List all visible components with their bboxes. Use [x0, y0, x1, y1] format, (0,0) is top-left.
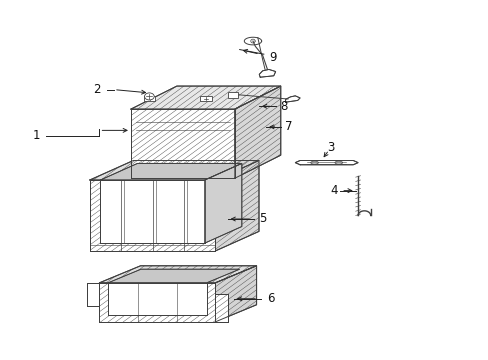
Text: 5: 5: [259, 212, 266, 225]
Polygon shape: [295, 161, 357, 165]
Text: 9: 9: [268, 51, 276, 64]
Polygon shape: [215, 266, 256, 322]
Ellipse shape: [310, 161, 318, 164]
Text: 1: 1: [33, 129, 41, 142]
Polygon shape: [234, 86, 280, 178]
Polygon shape: [100, 180, 204, 243]
Polygon shape: [131, 86, 280, 109]
Text: 3: 3: [326, 140, 334, 153]
Text: 8: 8: [280, 100, 287, 113]
Text: 4: 4: [329, 184, 337, 197]
Bar: [228, 92, 238, 98]
Circle shape: [144, 93, 154, 100]
Polygon shape: [285, 96, 300, 102]
Polygon shape: [108, 269, 239, 283]
Polygon shape: [99, 283, 215, 322]
Text: 7: 7: [285, 120, 292, 133]
Polygon shape: [204, 163, 242, 243]
Bar: [143, 96, 155, 101]
Polygon shape: [215, 294, 227, 322]
Polygon shape: [108, 283, 206, 315]
Polygon shape: [90, 161, 259, 180]
Polygon shape: [90, 180, 215, 251]
Polygon shape: [100, 163, 242, 180]
Polygon shape: [259, 69, 275, 77]
Ellipse shape: [334, 161, 342, 164]
Text: 2: 2: [93, 83, 101, 96]
Polygon shape: [131, 109, 234, 178]
Polygon shape: [87, 283, 99, 306]
Text: 6: 6: [267, 292, 274, 305]
Bar: [200, 96, 211, 101]
Polygon shape: [215, 161, 259, 251]
Polygon shape: [99, 266, 256, 283]
